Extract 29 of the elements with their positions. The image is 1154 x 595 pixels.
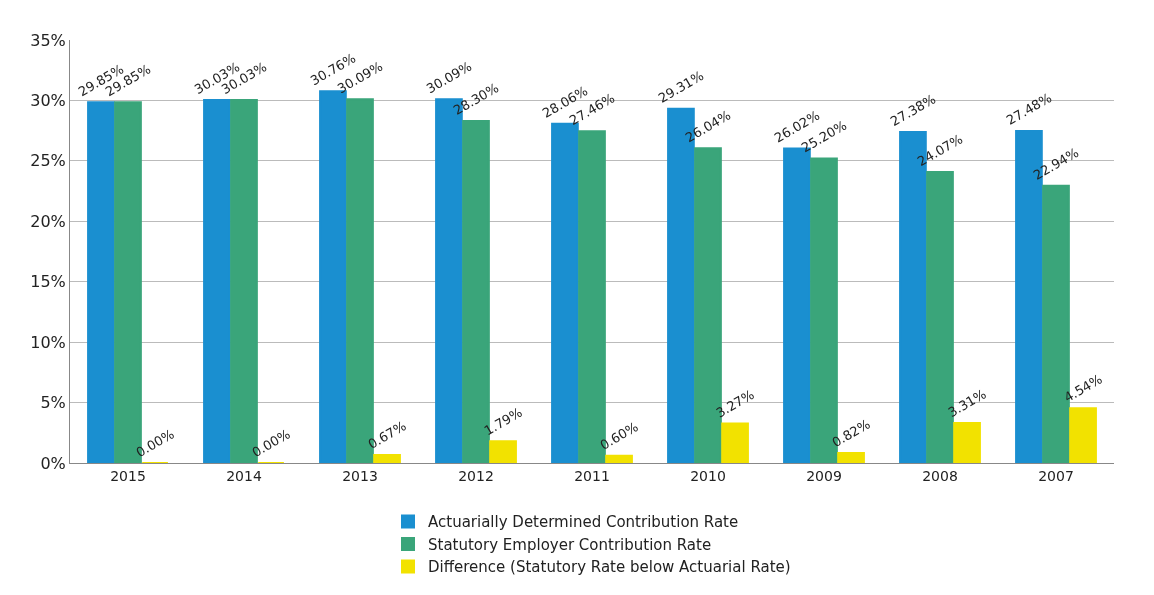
y-tick-label: 20% [30, 211, 66, 231]
y-tick-label: 0% [40, 453, 66, 473]
x-tick-label: 2011 [574, 467, 610, 484]
x-tick-label: 2009 [806, 467, 842, 484]
bar [203, 99, 231, 463]
bar [489, 440, 517, 463]
y-tick-label: 35% [30, 30, 66, 50]
bar [373, 453, 401, 463]
bar [721, 422, 749, 463]
bar [953, 422, 981, 463]
y-tick-label: 15% [30, 272, 66, 292]
bar [87, 101, 115, 463]
bar [1069, 407, 1097, 463]
x-tick-label: 2008 [922, 467, 958, 484]
y-tick-label: 10% [30, 332, 66, 352]
x-tick-label: 2013 [342, 467, 378, 484]
legend-label: Difference (Statutory Rate below Actuarial Rate) [428, 558, 791, 577]
x-tick-label: 2012 [458, 467, 494, 484]
legend-label: Actuarially Determined Contribution Rate [428, 513, 739, 532]
y-tick-label: 25% [30, 151, 66, 171]
x-tick-label: 2007 [1038, 467, 1074, 484]
bar [605, 454, 633, 463]
bar [837, 452, 865, 463]
y-tick-label: 5% [40, 393, 66, 413]
x-tick-label: 2014 [226, 467, 262, 484]
x-tick-label: 2015 [110, 467, 146, 484]
x-tick-label: 2010 [690, 467, 726, 484]
legend-label: Statutory Employer Contribution Rate [428, 535, 712, 554]
y-tick-label: 30% [30, 91, 66, 111]
